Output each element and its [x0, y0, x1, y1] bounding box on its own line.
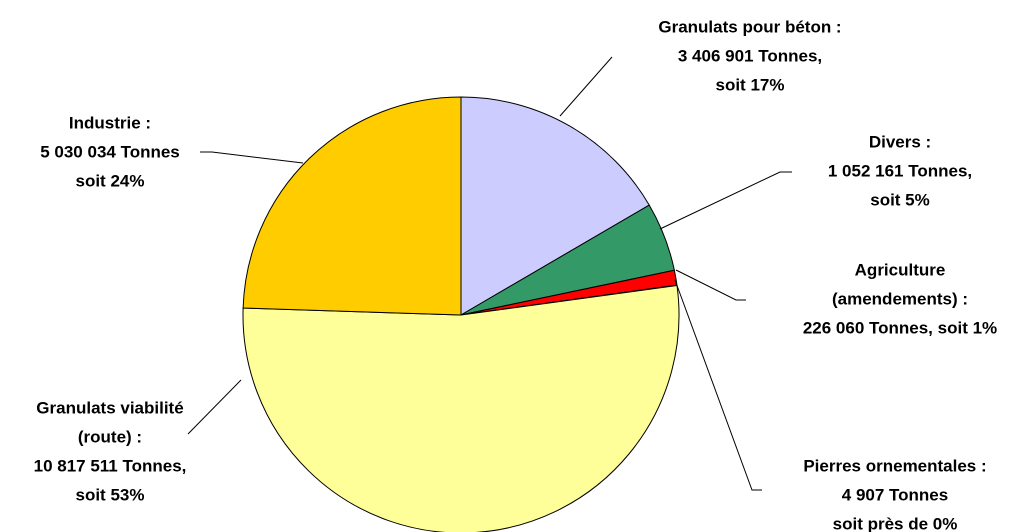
leader-line	[674, 279, 762, 491]
pie-slice	[242, 284, 680, 532]
slice-label: soit 24%	[76, 171, 145, 190]
slice-label: Granulats pour béton :	[658, 17, 841, 36]
labels: Granulats pour béton : 3 406 901 Tonnes, s…	[34, 17, 998, 532]
leader-line	[659, 171, 792, 230]
slice-label: soit près de 0%	[833, 514, 958, 532]
slice-label: Agriculture	[855, 260, 946, 279]
leader-line	[200, 151, 304, 164]
slice-label: 1 052 161 Tonnes,	[828, 161, 972, 180]
leader-line	[675, 269, 746, 301]
slice-label: Pierres ornementales :	[803, 456, 986, 475]
slice-label: 5 030 034 Tonnes	[40, 142, 180, 161]
slice-label: Industrie :	[69, 113, 151, 132]
pie	[242, 96, 680, 532]
slice-label: 10 817 511 Tonnes,	[34, 456, 187, 475]
slice-label: Granulats viabilité	[36, 398, 183, 417]
slice-label: soit 5%	[870, 190, 930, 209]
slice-label: (route) :	[78, 427, 142, 446]
slice-label: 226 060 Tonnes, soit 1%	[803, 318, 997, 337]
slice-label: soit 53%	[76, 485, 145, 504]
pie-slice	[242, 96, 462, 316]
slice-label: 4 907 Tonnes	[842, 485, 948, 504]
slice-label: 3 406 901 Tonnes,	[678, 46, 822, 65]
pie-slice	[460, 96, 650, 316]
leader-line	[559, 56, 613, 117]
leader-line	[187, 379, 242, 435]
slice-label: soit 17%	[716, 75, 785, 94]
leader-lines	[187, 56, 792, 491]
slice-label: Divers :	[869, 132, 931, 151]
slice-label: (amendements) :	[832, 289, 968, 308]
